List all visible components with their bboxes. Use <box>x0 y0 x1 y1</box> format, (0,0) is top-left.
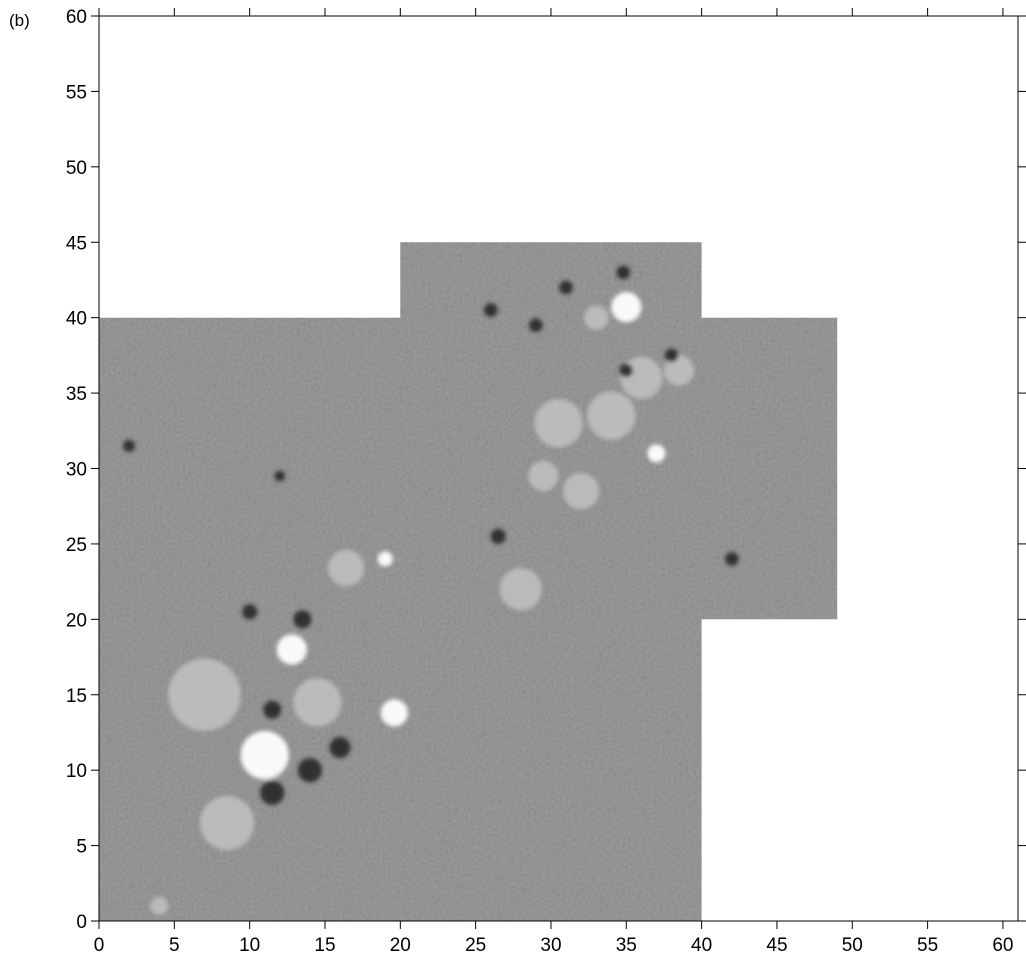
x-tick-label: 0 <box>94 935 105 956</box>
heatmap-feature <box>490 528 506 544</box>
heatmap-feature <box>380 699 408 727</box>
x-tick-label: 25 <box>465 935 486 956</box>
heatmap-feature <box>619 363 634 378</box>
heatmap-feature <box>276 634 307 665</box>
heatmap-feature <box>293 678 342 727</box>
x-tick-label: 20 <box>390 935 411 956</box>
x-tick-label: 60 <box>992 935 1013 956</box>
heatmap-image <box>99 242 838 922</box>
y-tick-label: 40 <box>66 309 87 330</box>
y-tick-label: 30 <box>66 460 87 481</box>
y-tick-label: 55 <box>66 82 87 103</box>
heatmap-feature <box>647 444 666 463</box>
x-tick-label: 50 <box>842 935 863 956</box>
heatmap-feature <box>611 292 642 323</box>
heatmap-feature <box>663 355 695 386</box>
y-tick-label: 35 <box>66 384 87 405</box>
y-tick-label: 15 <box>66 686 87 707</box>
heatmap-feature <box>534 399 583 448</box>
x-tick-label: 5 <box>169 935 180 956</box>
y-tick-label: 10 <box>66 761 87 782</box>
y-tick-label: 45 <box>66 233 87 254</box>
x-tick-label: 10 <box>239 935 260 956</box>
heatmap-feature <box>616 265 631 280</box>
noise-texture <box>99 242 838 921</box>
heatmap-feature <box>563 473 600 510</box>
x-tick-label: 35 <box>616 935 637 956</box>
heatmap-feature <box>293 610 312 629</box>
heatmap-feature <box>377 551 393 567</box>
y-tick-label: 5 <box>76 837 87 858</box>
heatmap-feature <box>725 552 739 566</box>
heatmap-feature <box>260 780 285 805</box>
heatmap-feature <box>168 658 241 731</box>
heatmap-feature <box>328 549 365 587</box>
y-tick-label: 0 <box>76 912 87 933</box>
y-tick-label: 50 <box>66 158 87 179</box>
heatmap-feature <box>150 896 169 915</box>
heatmap-feature <box>584 305 609 330</box>
heatmap-feature <box>664 348 679 363</box>
heatmap-feature <box>274 470 286 482</box>
x-tick-label: 55 <box>917 935 938 956</box>
panel-label: (b) <box>9 11 30 30</box>
heatmap-feature <box>528 460 559 492</box>
plot-axes: 0 5 10 15 20 25 30 35 40 45 50 55 60 0 5 10 15 20 25 30 35 40… <box>66 7 1026 956</box>
heatmap-feature <box>499 568 542 611</box>
x-tick-label: 40 <box>691 935 712 956</box>
heatmap-feature <box>587 391 636 440</box>
heatmap-feature <box>529 318 543 333</box>
heatmap-feature <box>242 604 258 620</box>
x-tick-label: 45 <box>766 935 787 956</box>
x-tick-label: 15 <box>314 935 335 956</box>
y-tick-label: 25 <box>66 535 87 556</box>
heatmap-feature <box>483 303 498 317</box>
heatmap-feature <box>240 731 289 780</box>
heatmap-feature <box>559 280 573 295</box>
y-tick-label: 20 <box>66 610 87 631</box>
heatmap-feature <box>620 356 663 400</box>
heatmap-feature <box>200 795 255 851</box>
heatmap-feature <box>297 758 322 783</box>
heatmap-feature <box>263 700 282 719</box>
heatmap-feature <box>123 439 136 452</box>
x-tick-label: 30 <box>540 935 561 956</box>
y-tick-label: 60 <box>66 7 87 28</box>
heatmap-feature <box>329 736 351 759</box>
